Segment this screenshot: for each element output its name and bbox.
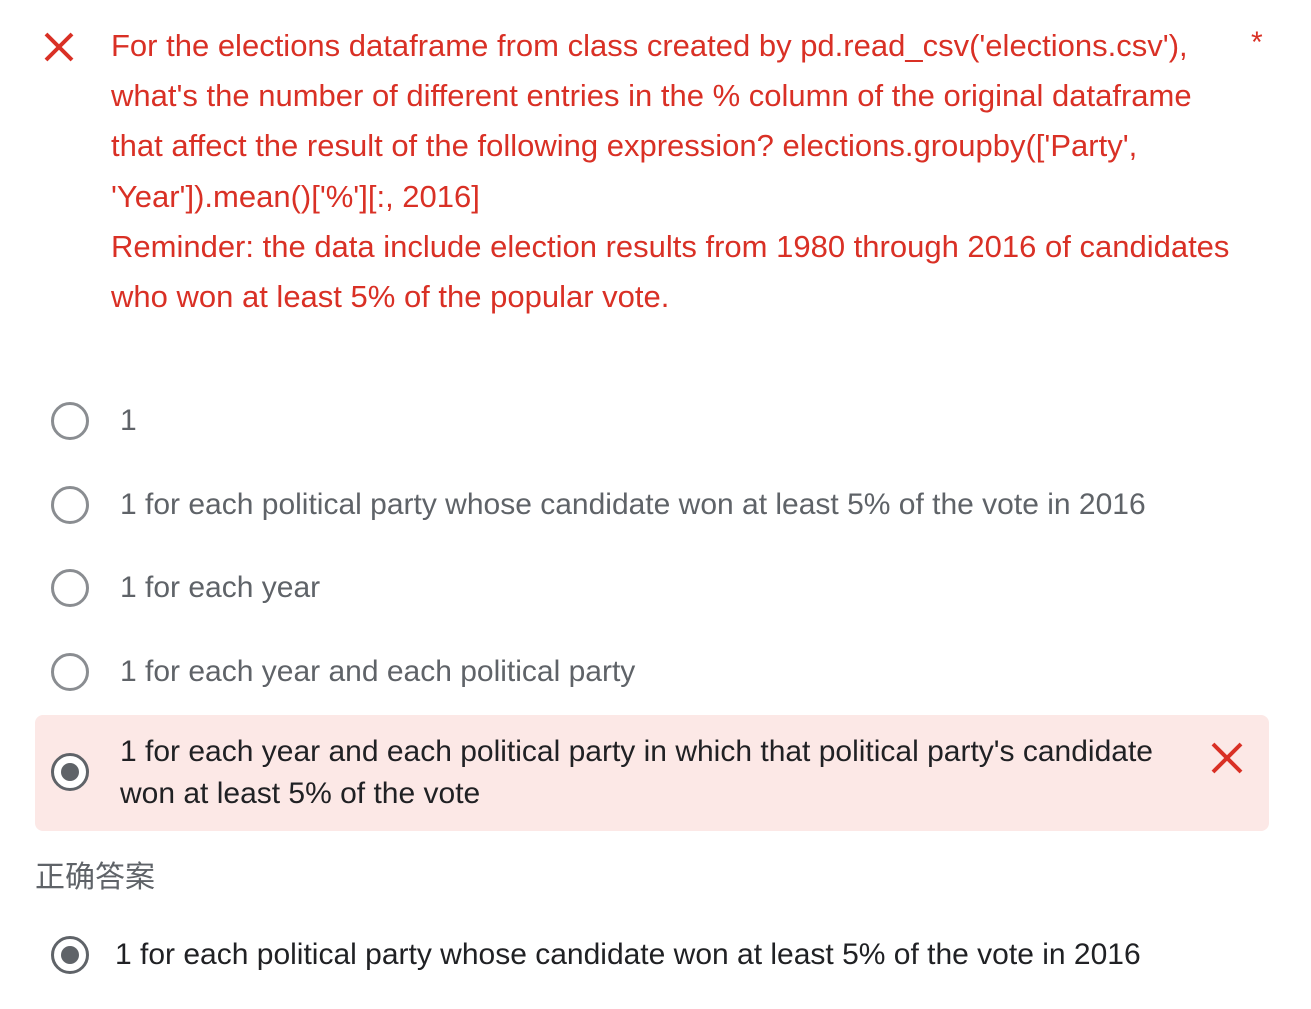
- radio-button[interactable]: [51, 402, 89, 440]
- answer-option-selected-wrong[interactable]: 1 for each year and each political party…: [35, 715, 1269, 831]
- radio-button[interactable]: [51, 569, 89, 607]
- answer-option[interactable]: 1 for each year and each political party: [35, 651, 1269, 693]
- radio-button[interactable]: [51, 653, 89, 691]
- question-text: For the elections dataframe from class c…: [111, 28, 1192, 214]
- question-reminder: Reminder: the data include election resu…: [111, 228, 1230, 315]
- correct-answer-heading: 正确答案: [35, 861, 155, 894]
- option-label: 1 for each year and each political party: [120, 655, 636, 688]
- answer-option[interactable]: 1 for each political party whose candida…: [35, 484, 1269, 526]
- radio-button[interactable]: [51, 486, 89, 524]
- option-label: 1: [120, 404, 137, 437]
- required-marker: *: [1251, 26, 1263, 59]
- incorrect-icon: [1211, 742, 1243, 774]
- correct-answer-label: 1 for each political party whose candida…: [115, 938, 1141, 971]
- answer-option[interactable]: 1: [35, 400, 1269, 442]
- question-text-block: For the elections dataframe from class c…: [111, 21, 1241, 322]
- correct-answer-option: 1 for each political party whose candida…: [35, 934, 1269, 976]
- close-icon: [44, 32, 74, 62]
- answer-option[interactable]: 1 for each year: [35, 567, 1269, 609]
- option-label: 1 for each year: [120, 571, 321, 604]
- radio-button-selected[interactable]: [51, 753, 89, 791]
- option-label: 1 for each year and each political party…: [120, 735, 1153, 810]
- option-label: 1 for each political party whose candida…: [120, 488, 1146, 521]
- radio-button-selected: [51, 936, 89, 974]
